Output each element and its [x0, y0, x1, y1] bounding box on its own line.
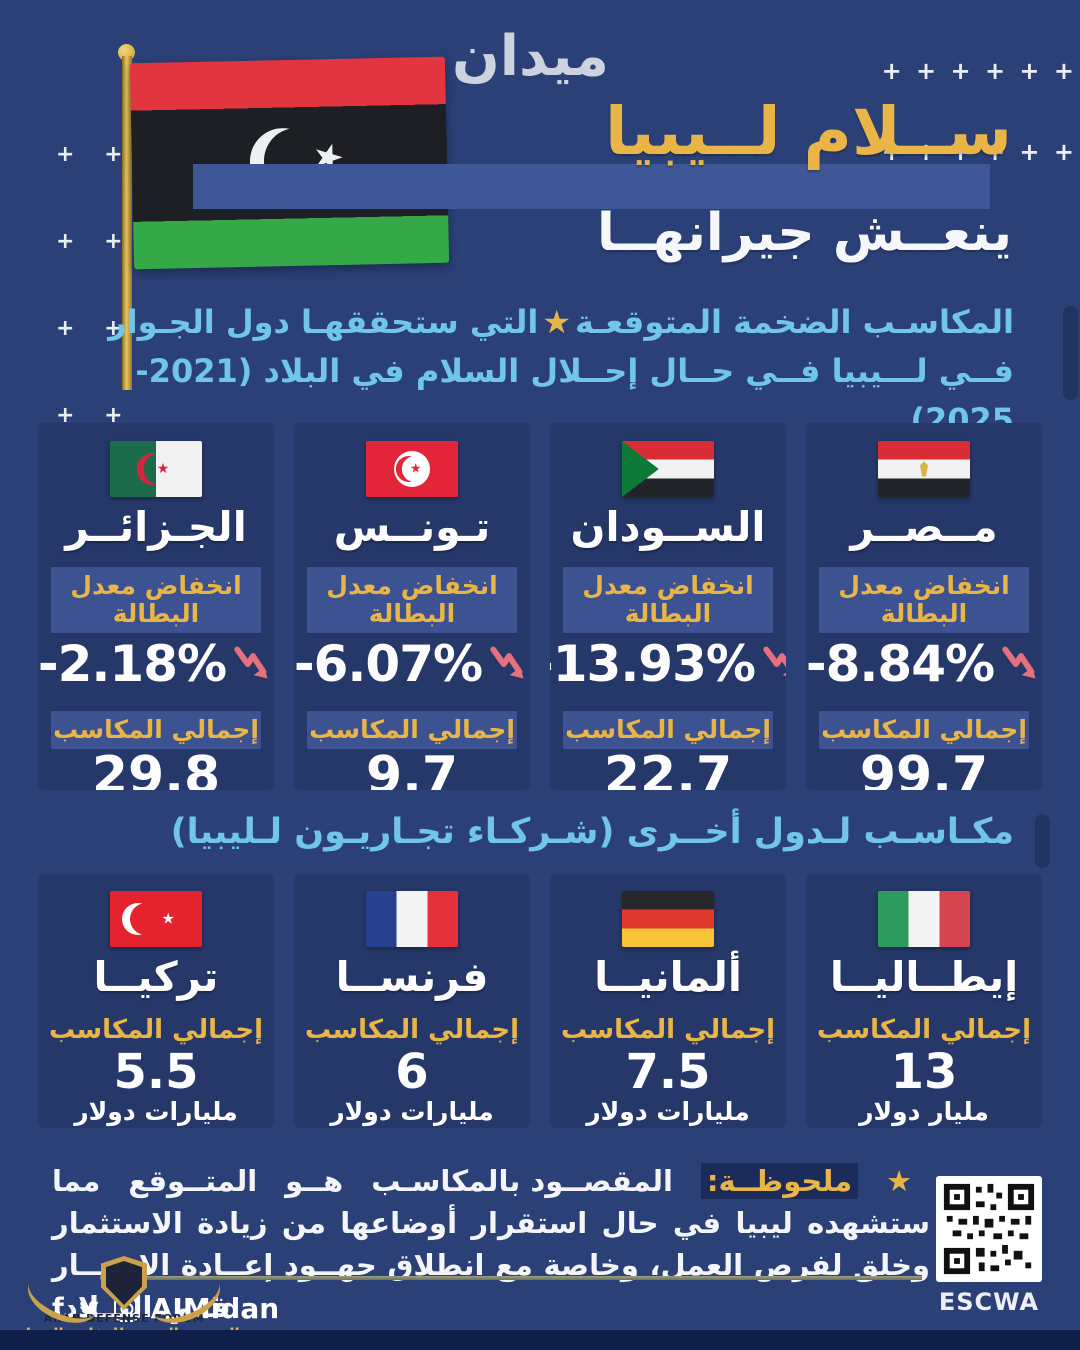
watermark-text-en: ARAB DEFENSE FORUM: [43, 1312, 205, 1325]
gains-label: إجمالي المكاسب: [816, 1015, 1032, 1045]
country-name: الجـزائــر: [65, 503, 247, 551]
country-name: الســودان: [570, 503, 766, 551]
neighbors-cards-row: مــصــر انخفاض معدل البطالة -8.84% إجمال…: [38, 423, 1042, 790]
gains-label: إجمالي المكاسب: [560, 1015, 776, 1045]
gains-value: 29.8: [91, 746, 221, 790]
gains-value: 7.5: [625, 1044, 711, 1100]
star-icon: ★: [156, 461, 170, 477]
gains-value: 5.5: [113, 1044, 199, 1100]
plus-pattern-top-right: + + + + + + + + + + + +: [882, 4, 1074, 220]
subtitle-text: المكاسـب الضخمة المتوقعـة: [575, 303, 1014, 341]
country-name: إيطــاليــا: [829, 953, 1019, 1001]
libya-flag: ★: [129, 56, 450, 270]
country-card-turkey: ★ تركيــا إجمالي المكاسب 5.5 مليارات دول…: [38, 875, 274, 1128]
partners-cards-row: إيطــاليــا إجمالي المكاسب 13 مليار دولا…: [38, 875, 1042, 1128]
subtitle-line2: فــي لـــيبيا فــي حــال إحــلال السلام …: [135, 352, 1014, 439]
star-icon: ★: [161, 909, 175, 928]
main-title-white: ينعــش جيرانهــا: [596, 203, 1012, 263]
italy-flag: [878, 891, 970, 947]
tunisia-flag: ★: [366, 441, 458, 497]
qr-label: ESCWA: [938, 1288, 1040, 1316]
trend-down-arrow-icon: [234, 646, 268, 679]
algeria-flag: ★: [110, 441, 202, 497]
country-name: تـونــس: [333, 503, 491, 551]
country-name: تركيــا: [93, 953, 219, 1001]
twitter-icon[interactable]: [75, 1297, 103, 1321]
disk-emblem: [394, 451, 430, 487]
france-flag: [366, 891, 458, 947]
country-name: فرنســا: [335, 953, 489, 1001]
trend-down-arrow-icon: [1002, 646, 1036, 679]
qr-code[interactable]: [936, 1176, 1042, 1282]
plus-row: + +: [56, 403, 123, 428]
unemployment-label: انخفاض معدل البطالة: [819, 567, 1029, 633]
country-card-sudan: الســودان انخفاض معدل البطالة -13.93% إج…: [550, 423, 786, 790]
midan-logo: ميدان: [452, 24, 609, 89]
sudan-flag: [622, 441, 714, 497]
gains-unit: مليارات دولار: [586, 1097, 750, 1126]
country-card-egypt: مــصــر انخفاض معدل البطالة -8.84% إجمال…: [806, 423, 1042, 790]
footer-divider: [100, 1276, 922, 1280]
unemployment-change: -6.07%: [294, 635, 483, 693]
qr-code-icon: [941, 1181, 1037, 1277]
germany-flag: [622, 891, 714, 947]
gains-label: إجمالي المكاسب: [51, 711, 261, 749]
footnote-label: ملحوظــة:: [700, 1163, 859, 1199]
plus-row: + +: [56, 142, 123, 167]
gains-value: 22.7: [603, 746, 733, 790]
gains-label: إجمالي المكاسب: [304, 1015, 520, 1045]
gains-value: 9.7: [365, 746, 459, 790]
unemployment-label: انخفاض معدل البطالة: [51, 567, 261, 633]
social-handle[interactable]: AJMidan: [150, 1292, 280, 1325]
unemployment-change: -2.18%: [38, 635, 227, 693]
plus-row: + +: [56, 229, 123, 254]
plus-row: + + + + + +: [881, 57, 1074, 85]
flagpole: [122, 56, 132, 390]
gains-label: إجمالي المكاسب: [48, 1015, 264, 1045]
gains-unit: مليارات دولار: [74, 1097, 238, 1126]
facebook-icon[interactable]: f: [52, 1293, 64, 1324]
bottom-bar: [0, 1330, 1080, 1350]
gains-label: إجمالي المكاسب: [563, 711, 773, 749]
crescent-icon: [122, 903, 154, 935]
country-card-tunisia: ★ تـونــس انخفاض معدل البطالة -6.07% إجم…: [294, 423, 530, 790]
star-icon: ★: [409, 461, 422, 477]
gains-label: إجمالي المكاسب: [307, 711, 517, 749]
plus-row: + +: [56, 316, 123, 341]
gains-value: 99.7: [859, 746, 989, 790]
unemployment-change: -13.93%: [550, 635, 756, 693]
country-card-algeria: ★ الجـزائــر انخفاض معدل البطالة -2.18% …: [38, 423, 274, 790]
gains-unit: مليارات دولار: [330, 1097, 494, 1126]
country-card-france: فرنســا إجمالي المكاسب 6 مليارات دولار: [294, 875, 530, 1128]
country-name: ألمانيــا: [594, 953, 742, 1001]
title-highlight-band: [193, 164, 990, 209]
unemployment-change: -8.84%: [806, 635, 995, 693]
gains-value: 6: [395, 1044, 429, 1100]
turkey-flag: ★: [110, 891, 202, 947]
gains-value: 13: [890, 1044, 958, 1100]
unemployment-label: انخفاض معدل البطالة: [307, 567, 517, 633]
gains-label: إجمالي المكاسب: [819, 711, 1029, 749]
trend-down-arrow-icon: [490, 646, 524, 679]
subtitle-text: التي ستحققهـا دول الجـوار: [108, 303, 539, 341]
shield-icon: [101, 1256, 147, 1310]
plus-row: + + + + + +: [881, 138, 1074, 166]
partners-section-title: مكـاسـب لـدول أخــرى (شـركـاء تجـاريـون …: [170, 812, 1014, 852]
subtitle: المكاسـب الضخمة المتوقعـة★التي ستحققهـا …: [84, 298, 1014, 445]
trend-down-arrow-icon: [763, 646, 786, 676]
country-name: مــصــر: [850, 503, 998, 551]
egypt-flag: [878, 441, 970, 497]
eagle-emblem-icon: [920, 461, 928, 477]
unemployment-label: انخفاض معدل البطالة: [563, 567, 773, 633]
gains-unit: مليار دولار: [859, 1097, 989, 1126]
star-icon: ★: [542, 303, 572, 341]
main-title-gold: ســلام لــيبيا: [605, 93, 1012, 170]
country-card-germany: ألمانيــا إجمالي المكاسب 7.5 مليارات دول…: [550, 875, 786, 1128]
accent-bar: [1063, 306, 1078, 400]
accent-bar: [1035, 814, 1050, 868]
star-icon: ★: [886, 1164, 930, 1198]
country-card-italy: إيطــاليــا إجمالي المكاسب 13 مليار دولا…: [806, 875, 1042, 1128]
